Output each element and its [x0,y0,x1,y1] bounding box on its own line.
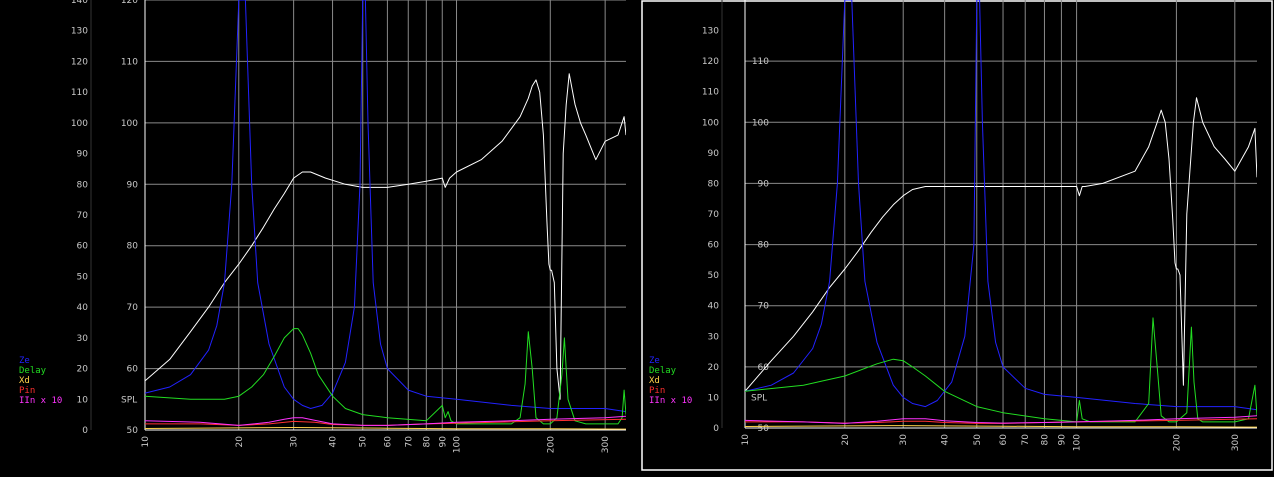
left-tick-label: 80 [77,180,89,190]
left-tick-label: 20 [708,363,720,373]
left-tick-label: 90 [77,150,89,160]
x-tick-label: 300 [601,436,611,453]
spl-tick-label: 80 [758,241,770,251]
x-tick-label: 200 [1172,434,1182,451]
left-tick-label: 30 [708,332,720,342]
x-tick-label: 80 [1040,434,1050,446]
x-tick-label: 70 [1021,434,1031,446]
spl-axis-label: SPL [121,395,137,405]
left-tick-label: 120 [71,57,88,67]
spl-tick-label: 110 [121,57,138,67]
left-tick-label: 50 [708,271,720,281]
x-tick-label: 200 [546,436,556,453]
series-delay-line [145,328,626,425]
chart-panel-right: 0 10 20 30 40 50 60 70 80 90 100 110 120 130 50 60 70 80 9… [641,0,1274,473]
left-tick-label: 40 [77,303,89,313]
left-tick-label: 130 [71,27,88,37]
chart-right: 0 10 20 30 40 50 60 70 80 90 100 110 120 130 50 60 70 80 9… [641,0,1273,471]
left-tick-label: 140 [71,0,88,6]
left-tick-label: 120 [702,57,719,67]
x-tick-label: 40 [329,436,339,448]
left-tick-label: 10 [77,395,89,405]
x-tick-label: 300 [1231,434,1241,451]
legend-right: Ze Delay Xd Pin IIn x 10 [649,356,692,406]
legend-delay: Delay [19,366,47,376]
series-xd-line [745,425,1257,428]
series-group [745,0,1257,428]
series-group [145,0,626,430]
spl-tick-label: 100 [121,119,138,129]
spl-tick-label: 120 [121,0,138,6]
legend-iin: IIn x 10 [649,396,693,406]
x-tick-label: 70 [404,436,414,448]
x-tick-label: 10 [741,434,751,446]
left-tick-label: 40 [708,302,720,312]
series-iin-line [145,415,626,426]
left-tick-label: 100 [702,118,719,128]
x-tick-label: 90 [438,436,448,448]
x-tick-label: 60 [999,434,1009,446]
x-tick-label: 100 [1073,434,1083,451]
legend-left: Ze Delay Xd Pin IIn x 10 [19,356,62,406]
left-tick-label: 70 [77,211,89,221]
left-tick-label: 0 [713,424,719,434]
left-tick-label: 60 [77,242,89,252]
x-tick-label: 40 [941,434,951,446]
legend-ze: Ze [649,356,660,366]
legend-ze: Ze [19,356,30,366]
spl-tick-label: 60 [758,363,770,373]
legend-xd: Xd [19,376,30,386]
x-tick-label: 20 [235,436,245,448]
left-tick-label: 20 [77,365,89,375]
x-tick-label: 30 [290,436,300,448]
left-tick-label: 0 [82,426,88,436]
x-tick-label: 100 [453,436,463,453]
spl-tick-label: 90 [127,180,139,190]
x-tick-label: 20 [841,434,851,446]
x-tick-label: 50 [359,436,369,448]
series-iin-line [745,415,1257,424]
spl-axis-label: SPL [751,393,767,403]
spl-tick-label: 110 [752,57,769,67]
x-tick-label: 10 [141,436,151,448]
spl-tick-label: 50 [758,424,770,434]
panel-frame [641,0,1273,471]
left-tick-label: 100 [71,119,88,129]
chart-left: 0 10 20 30 40 50 60 70 80 90 100 110 120 130 140 50 60 70… [71,0,626,453]
x-tick-label: 50 [973,434,983,446]
x-tick-label: 90 [1057,434,1067,446]
series-xd-line [145,427,626,430]
legend-xd: Xd [649,376,660,386]
series-ze-line [145,0,626,413]
series-spl-line [145,73,626,400]
x-tick-label: 60 [383,436,393,448]
left-tick-label: 110 [71,88,88,98]
legend-delay: Delay [649,366,677,376]
legend-pin: Pin [19,386,36,396]
series-spl-line [745,97,1257,392]
spl-tick-label: 90 [758,179,770,189]
chart-panel-left: 0 10 20 30 40 50 60 70 80 90 100 110 120 130 140 50 60 70… [0,0,630,473]
x-tick-label: 30 [899,434,909,446]
spl-tick-label: 70 [758,302,770,312]
left-tick-label: 110 [702,88,719,98]
left-tick-label: 90 [708,149,720,159]
left-tick-label: 80 [708,179,720,189]
spl-tick-label: 80 [127,242,139,252]
legend-iin: IIn x 10 [19,396,63,406]
left-tick-label: 70 [708,210,720,220]
series-ze-line [745,0,1257,411]
spl-tick-label: 50 [127,426,139,436]
x-tick-label: 80 [422,436,432,448]
spl-tick-label: 60 [127,365,139,375]
left-tick-label: 50 [77,272,89,282]
spl-tick-label: 70 [127,303,139,313]
spl-tick-label: 100 [752,118,769,128]
legend-pin: Pin [649,386,666,396]
left-tick-label: 130 [702,27,719,37]
left-tick-label: 30 [77,334,89,344]
left-tick-label: 60 [708,241,720,251]
left-tick-label: 10 [708,393,720,403]
